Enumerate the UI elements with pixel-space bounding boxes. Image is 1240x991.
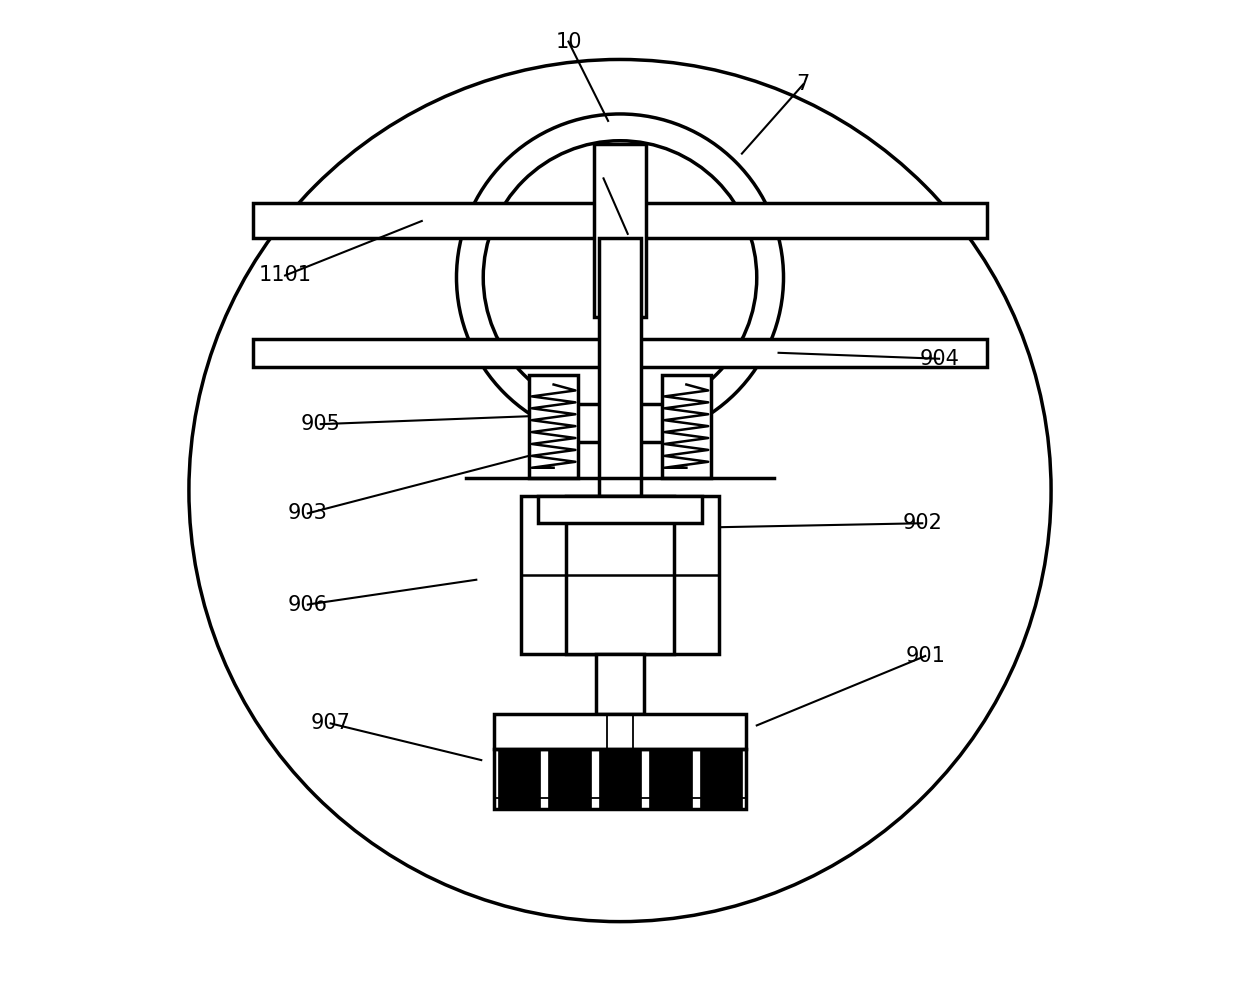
Text: 905: 905 <box>301 414 341 434</box>
Bar <box>699 749 743 809</box>
Bar <box>521 496 719 654</box>
Text: 904: 904 <box>919 349 959 369</box>
Bar <box>538 496 702 523</box>
Bar <box>599 749 641 809</box>
Bar <box>599 238 641 723</box>
Bar <box>253 339 987 367</box>
Bar <box>563 404 677 442</box>
Text: 902: 902 <box>903 513 942 533</box>
Bar <box>594 144 646 317</box>
Text: 7: 7 <box>797 74 810 94</box>
Bar <box>253 203 987 238</box>
Text: 1101: 1101 <box>259 266 311 285</box>
Text: 907: 907 <box>311 714 351 733</box>
Bar <box>662 375 712 478</box>
Circle shape <box>484 141 756 414</box>
Text: 906: 906 <box>288 595 327 614</box>
Bar <box>497 749 541 809</box>
Bar <box>528 375 578 478</box>
Bar <box>596 654 644 714</box>
Bar <box>494 714 746 749</box>
Bar <box>548 749 590 809</box>
Text: 10: 10 <box>556 32 582 52</box>
Bar <box>567 496 673 654</box>
Text: 903: 903 <box>288 503 327 523</box>
Bar <box>494 749 746 809</box>
Text: 901: 901 <box>905 646 945 666</box>
Circle shape <box>456 114 784 441</box>
Bar <box>650 749 692 809</box>
